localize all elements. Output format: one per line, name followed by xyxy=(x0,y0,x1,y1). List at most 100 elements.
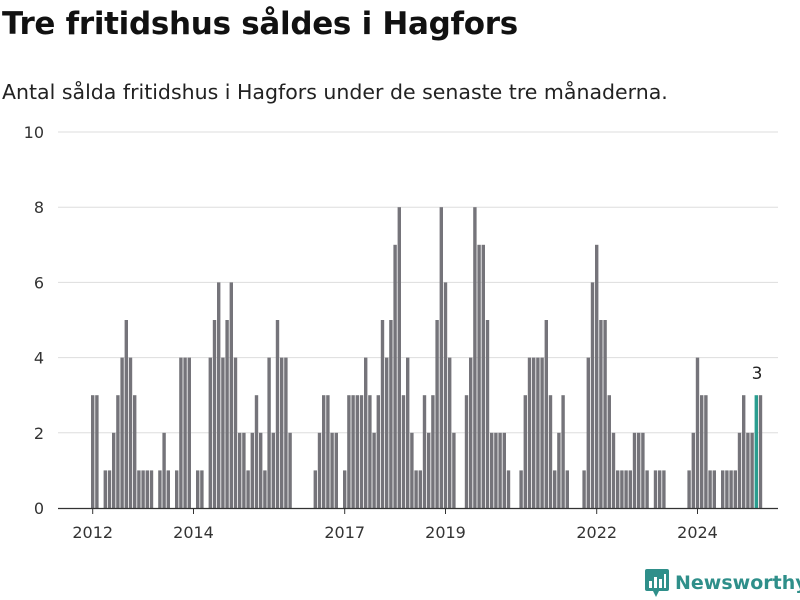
bar xyxy=(490,432,494,508)
bar xyxy=(464,395,469,508)
bar xyxy=(452,432,456,508)
bar xyxy=(653,470,658,508)
bar xyxy=(271,432,275,508)
bar xyxy=(561,395,565,508)
bar xyxy=(435,320,439,508)
bar xyxy=(532,357,536,508)
bar xyxy=(406,357,410,508)
newsworthy-icon xyxy=(645,569,669,597)
bar xyxy=(611,432,616,508)
bar xyxy=(107,470,112,508)
bar xyxy=(120,357,124,508)
bar xyxy=(246,470,250,508)
bar xyxy=(540,357,544,508)
bar xyxy=(691,432,695,508)
bar xyxy=(284,357,288,508)
bar xyxy=(704,395,708,508)
newsworthy-logo[interactable]: Newsworthy xyxy=(645,568,800,598)
bar xyxy=(166,470,170,508)
bar xyxy=(229,282,233,508)
bar xyxy=(485,320,490,508)
bar xyxy=(439,207,443,508)
bar xyxy=(267,357,271,508)
bar xyxy=(263,470,267,508)
bar xyxy=(217,282,221,508)
bar xyxy=(729,470,733,508)
bar xyxy=(359,395,364,508)
bar xyxy=(624,470,628,508)
bar xyxy=(133,395,137,508)
x-tick-label: 2014 xyxy=(173,523,214,542)
x-tick-label: 2012 xyxy=(72,523,113,542)
bar xyxy=(225,320,229,508)
y-tick-label: 10 xyxy=(24,123,44,142)
bar xyxy=(233,357,238,508)
bar xyxy=(590,282,595,508)
bar xyxy=(443,282,448,508)
bar xyxy=(544,320,548,508)
y-tick-label: 0 xyxy=(34,499,44,518)
bar xyxy=(250,432,254,508)
bar xyxy=(721,470,725,508)
bar xyxy=(553,470,557,508)
bar xyxy=(641,432,645,508)
bar xyxy=(519,470,523,508)
bar xyxy=(221,357,225,508)
bar xyxy=(385,357,389,508)
bar xyxy=(124,320,128,508)
bar xyxy=(275,320,280,508)
x-tick-label: 2024 xyxy=(677,523,718,542)
bar xyxy=(658,470,662,508)
bar xyxy=(687,470,691,508)
bar xyxy=(149,470,154,508)
bar xyxy=(607,395,611,508)
bar xyxy=(616,470,620,508)
bar xyxy=(401,395,406,508)
bar xyxy=(128,357,133,508)
bar xyxy=(196,470,200,508)
bar xyxy=(141,470,145,508)
bar xyxy=(334,432,338,508)
bar xyxy=(599,320,603,508)
bar xyxy=(175,470,179,508)
bar xyxy=(477,244,481,509)
y-tick-label: 4 xyxy=(34,349,44,368)
bar xyxy=(376,395,380,508)
bar xyxy=(380,320,385,508)
bar xyxy=(368,395,372,508)
bar xyxy=(351,395,355,508)
bar xyxy=(427,432,431,508)
bar xyxy=(637,432,641,508)
bar xyxy=(481,244,485,509)
bar xyxy=(628,470,632,508)
bar xyxy=(313,470,317,508)
bar xyxy=(330,432,334,508)
y-tick-label: 8 xyxy=(34,198,44,217)
y-tick-label: 2 xyxy=(34,424,44,443)
bar xyxy=(326,395,330,508)
x-tick-label: 2019 xyxy=(425,523,466,542)
bar xyxy=(506,470,511,508)
bar xyxy=(259,432,263,508)
bar xyxy=(242,432,246,508)
x-tick-label: 2017 xyxy=(324,523,365,542)
bar xyxy=(758,395,763,508)
bar xyxy=(502,432,506,508)
bar xyxy=(393,244,397,509)
highlight-bar xyxy=(754,395,758,508)
bar xyxy=(557,432,561,508)
bar xyxy=(750,432,754,508)
bar xyxy=(347,395,351,508)
bar xyxy=(431,395,435,508)
bar xyxy=(212,320,217,508)
x-tick-label: 2022 xyxy=(576,523,617,542)
bar xyxy=(208,357,212,508)
bar xyxy=(397,207,401,508)
bar xyxy=(158,470,162,508)
bar xyxy=(116,395,120,508)
bar xyxy=(632,432,637,508)
bar xyxy=(364,357,368,508)
bar xyxy=(695,357,700,508)
bar xyxy=(280,357,284,508)
